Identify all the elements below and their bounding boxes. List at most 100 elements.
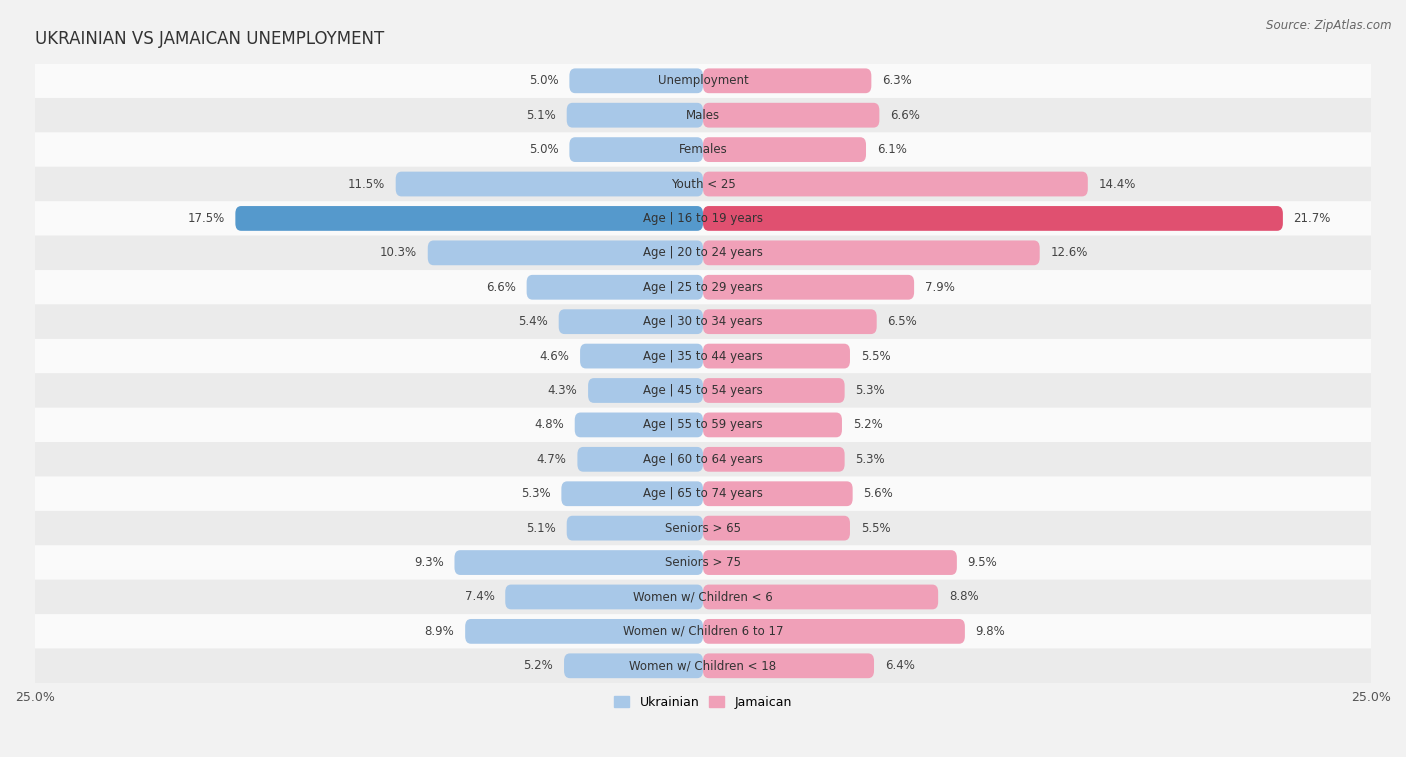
FancyBboxPatch shape [703,137,866,162]
Text: 5.1%: 5.1% [526,522,555,534]
Text: 11.5%: 11.5% [347,178,385,191]
FancyBboxPatch shape [35,545,1371,580]
FancyBboxPatch shape [465,619,703,643]
Text: 5.5%: 5.5% [860,522,890,534]
FancyBboxPatch shape [567,103,703,128]
Text: 7.4%: 7.4% [465,590,495,603]
Text: Women w/ Children < 18: Women w/ Children < 18 [630,659,776,672]
FancyBboxPatch shape [35,167,1371,201]
Text: 8.9%: 8.9% [425,625,454,638]
Text: 4.3%: 4.3% [548,384,578,397]
FancyBboxPatch shape [703,275,914,300]
Text: 5.5%: 5.5% [860,350,890,363]
Text: Women w/ Children < 6: Women w/ Children < 6 [633,590,773,603]
FancyBboxPatch shape [35,98,1371,132]
Text: 17.5%: 17.5% [187,212,225,225]
Text: 10.3%: 10.3% [380,246,418,260]
FancyBboxPatch shape [703,584,938,609]
Text: 6.6%: 6.6% [486,281,516,294]
FancyBboxPatch shape [703,447,845,472]
FancyBboxPatch shape [703,344,851,369]
Text: 14.4%: 14.4% [1098,178,1136,191]
Text: 5.3%: 5.3% [522,488,551,500]
FancyBboxPatch shape [567,516,703,540]
Text: 9.5%: 9.5% [967,556,997,569]
FancyBboxPatch shape [581,344,703,369]
Text: 21.7%: 21.7% [1294,212,1331,225]
FancyBboxPatch shape [35,235,1371,270]
Text: Seniors > 75: Seniors > 75 [665,556,741,569]
Text: 5.3%: 5.3% [855,453,884,466]
Text: 4.8%: 4.8% [534,419,564,431]
Text: 5.0%: 5.0% [529,74,558,87]
Text: Seniors > 65: Seniors > 65 [665,522,741,534]
Text: 5.4%: 5.4% [519,315,548,329]
Text: 6.1%: 6.1% [877,143,907,156]
FancyBboxPatch shape [35,649,1371,683]
Text: Youth < 25: Youth < 25 [671,178,735,191]
FancyBboxPatch shape [569,68,703,93]
FancyBboxPatch shape [561,481,703,506]
FancyBboxPatch shape [35,614,1371,649]
FancyBboxPatch shape [703,481,852,506]
FancyBboxPatch shape [703,206,1282,231]
FancyBboxPatch shape [235,206,703,231]
Text: Age | 45 to 54 years: Age | 45 to 54 years [643,384,763,397]
FancyBboxPatch shape [703,516,851,540]
Text: 9.3%: 9.3% [413,556,444,569]
Text: Males: Males [686,109,720,122]
FancyBboxPatch shape [703,619,965,643]
Text: Age | 16 to 19 years: Age | 16 to 19 years [643,212,763,225]
FancyBboxPatch shape [564,653,703,678]
Text: Source: ZipAtlas.com: Source: ZipAtlas.com [1267,19,1392,32]
Text: 5.1%: 5.1% [526,109,555,122]
FancyBboxPatch shape [703,550,957,575]
Text: 5.3%: 5.3% [855,384,884,397]
FancyBboxPatch shape [35,373,1371,408]
FancyBboxPatch shape [703,241,1039,265]
FancyBboxPatch shape [35,580,1371,614]
FancyBboxPatch shape [35,339,1371,373]
Text: 6.3%: 6.3% [882,74,911,87]
FancyBboxPatch shape [703,310,877,334]
FancyBboxPatch shape [35,201,1371,235]
Text: 5.6%: 5.6% [863,488,893,500]
Text: Unemployment: Unemployment [658,74,748,87]
FancyBboxPatch shape [578,447,703,472]
FancyBboxPatch shape [395,172,703,196]
FancyBboxPatch shape [35,442,1371,476]
Text: Age | 35 to 44 years: Age | 35 to 44 years [643,350,763,363]
FancyBboxPatch shape [703,172,1088,196]
FancyBboxPatch shape [527,275,703,300]
Legend: Ukrainian, Jamaican: Ukrainian, Jamaican [609,691,797,714]
Text: 6.6%: 6.6% [890,109,920,122]
FancyBboxPatch shape [575,413,703,438]
FancyBboxPatch shape [569,137,703,162]
FancyBboxPatch shape [427,241,703,265]
Text: UKRAINIAN VS JAMAICAN UNEMPLOYMENT: UKRAINIAN VS JAMAICAN UNEMPLOYMENT [35,30,384,48]
Text: 8.8%: 8.8% [949,590,979,603]
FancyBboxPatch shape [703,103,879,128]
Text: Age | 20 to 24 years: Age | 20 to 24 years [643,246,763,260]
Text: 5.2%: 5.2% [523,659,554,672]
Text: 4.7%: 4.7% [537,453,567,466]
Text: 4.6%: 4.6% [540,350,569,363]
FancyBboxPatch shape [35,511,1371,545]
FancyBboxPatch shape [588,378,703,403]
FancyBboxPatch shape [703,378,845,403]
FancyBboxPatch shape [35,64,1371,98]
Text: Women w/ Children 6 to 17: Women w/ Children 6 to 17 [623,625,783,638]
Text: 7.9%: 7.9% [925,281,955,294]
Text: Age | 30 to 34 years: Age | 30 to 34 years [643,315,763,329]
Text: 6.4%: 6.4% [884,659,914,672]
FancyBboxPatch shape [703,413,842,438]
FancyBboxPatch shape [35,270,1371,304]
Text: 12.6%: 12.6% [1050,246,1088,260]
FancyBboxPatch shape [35,476,1371,511]
FancyBboxPatch shape [454,550,703,575]
FancyBboxPatch shape [35,132,1371,167]
FancyBboxPatch shape [35,408,1371,442]
Text: Females: Females [679,143,727,156]
Text: 9.8%: 9.8% [976,625,1005,638]
Text: Age | 65 to 74 years: Age | 65 to 74 years [643,488,763,500]
